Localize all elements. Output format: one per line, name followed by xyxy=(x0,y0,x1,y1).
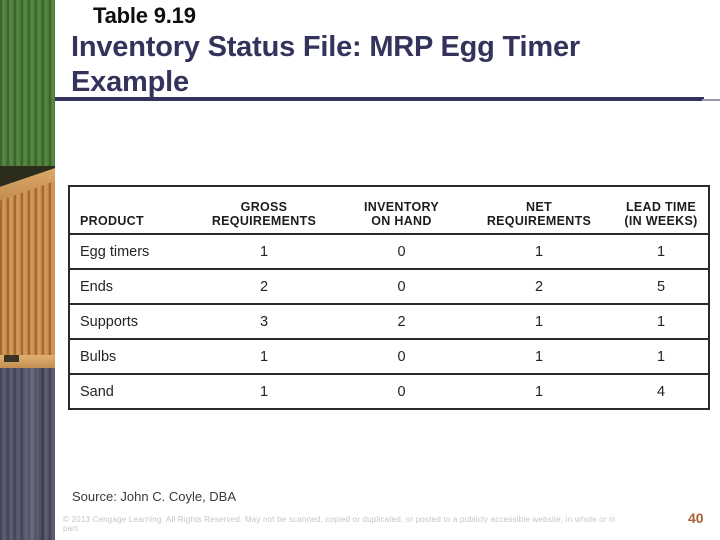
cell-lead-time: 1 xyxy=(614,339,709,375)
title-underline xyxy=(55,97,704,101)
inventory-status-table: PRODUCT GROSS REQUIREMENTS INVENTORY ON … xyxy=(68,185,710,410)
orange-container-image xyxy=(0,202,55,355)
cell-product: Egg timers xyxy=(69,234,189,270)
col-header-lead-time: LEAD TIME (IN WEEKS) xyxy=(614,186,709,235)
source-attribution: Source: John C. Coyle, DBA xyxy=(72,489,237,504)
table-row: Supports 3 2 1 1 xyxy=(69,304,709,340)
container-photo-strip xyxy=(0,0,55,540)
table-header-row: PRODUCT GROSS REQUIREMENTS INVENTORY ON … xyxy=(69,186,709,235)
cell-net: 1 xyxy=(464,339,614,375)
cell-on-hand: 0 xyxy=(339,339,464,375)
table-row: Bulbs 1 0 1 1 xyxy=(69,339,709,375)
cell-on-hand: 2 xyxy=(339,304,464,340)
col-header-net-requirements: NET REQUIREMENTS xyxy=(464,186,614,235)
cell-lead-time: 1 xyxy=(614,304,709,340)
cell-net: 1 xyxy=(464,234,614,270)
col-header-inventory-on-hand: INVENTORY ON HAND xyxy=(339,186,464,235)
cell-on-hand: 0 xyxy=(339,234,464,270)
green-container-image xyxy=(0,0,55,166)
cell-net: 2 xyxy=(464,269,614,305)
cell-net: 1 xyxy=(464,304,614,340)
cell-product: Ends xyxy=(69,269,189,305)
cell-product: Sand xyxy=(80,383,114,400)
table-row: Ends 2 0 2 5 xyxy=(69,269,709,305)
cell-gross: 2 xyxy=(189,269,339,305)
cell-gross: 3 xyxy=(189,304,339,340)
cell-on-hand: 0 xyxy=(339,269,464,305)
table-row: Egg timers 1 0 1 1 xyxy=(69,234,709,270)
orange-container-bottom-rail xyxy=(0,355,55,368)
cell-gross: 1 xyxy=(259,383,269,400)
cell-gross: 1 xyxy=(189,339,339,375)
cell-lead-time: 5 xyxy=(614,269,709,305)
copyright-notice: © 2013 Cengage Learning. All Rights Rese… xyxy=(63,515,616,533)
cell-net: 1 xyxy=(534,383,544,400)
slate-container-image xyxy=(0,368,55,540)
cell-lead-time: 1 xyxy=(614,234,709,270)
cell-lead-time: 4 xyxy=(656,383,666,400)
title-underline-tail xyxy=(702,99,720,101)
cell-product: Bulbs xyxy=(69,339,189,375)
slide-page-number: 40 xyxy=(688,510,704,526)
col-header-product: PRODUCT xyxy=(69,186,189,235)
container-latch-shadow xyxy=(4,355,19,362)
table-row: Sand 1 0 1 4 xyxy=(69,374,709,409)
cell-product: Supports xyxy=(69,304,189,340)
cell-on-hand: 0 xyxy=(397,383,406,400)
cell-gross: 1 xyxy=(189,234,339,270)
col-header-gross-requirements: GROSS REQUIREMENTS xyxy=(189,186,339,235)
table-number-label: Table 9.19 xyxy=(93,3,196,28)
slide-title: Inventory Status File: MRP Egg Timer Exa… xyxy=(71,31,580,98)
container-stack-edge xyxy=(0,166,55,202)
